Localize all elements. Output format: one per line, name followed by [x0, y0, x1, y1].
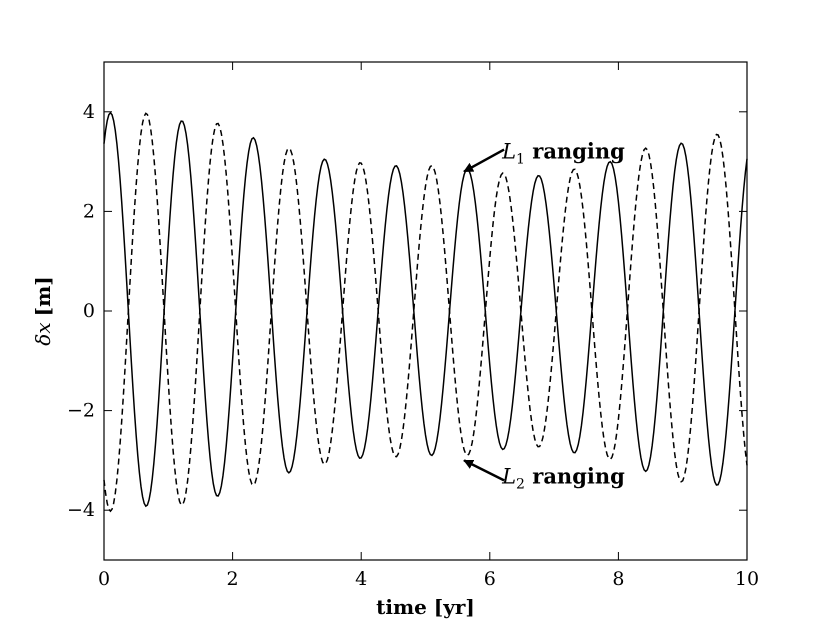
annotation-var: L — [501, 464, 516, 488]
annotation-sub: 1 — [516, 152, 525, 168]
y-tick-label: 4 — [83, 101, 95, 123]
annotation-text: ranging — [525, 139, 625, 164]
x-tick-label: 6 — [484, 568, 496, 590]
x-tick-label: 4 — [355, 568, 367, 590]
y-axis-label: δx [m] — [31, 276, 55, 345]
x-tick-label: 2 — [227, 568, 239, 590]
ticks-layer: 0 2 4 6 8 10 −4 −2 0 2 4 — [67, 62, 759, 590]
x-tick-label: 8 — [612, 568, 624, 590]
annotation-text: ranging — [525, 463, 625, 488]
y-tick-label: −2 — [67, 400, 95, 422]
y-axis-label-unit: [m] — [31, 276, 55, 316]
y-tick-label: −4 — [67, 499, 95, 521]
annotation-arrow — [463, 148, 505, 173]
annotation-arrow — [463, 459, 505, 482]
y-axis-label-var: δx — [31, 322, 55, 345]
annotation-var: L — [501, 140, 516, 164]
series-layer — [103, 111, 748, 513]
annotation-sub: 2 — [516, 476, 525, 492]
x-tick-label: 0 — [98, 568, 110, 590]
x-axis-label: time [yr] — [376, 595, 475, 619]
y-tick-label: 2 — [83, 200, 95, 222]
series-line-solid — [103, 111, 748, 508]
annotation-label: L2 ranging — [501, 463, 625, 492]
x-tick-label: 10 — [735, 568, 759, 590]
annotation-label: L1 ranging — [501, 139, 625, 168]
y-tick-label: 0 — [83, 300, 95, 322]
series-line-dashed — [103, 112, 748, 513]
